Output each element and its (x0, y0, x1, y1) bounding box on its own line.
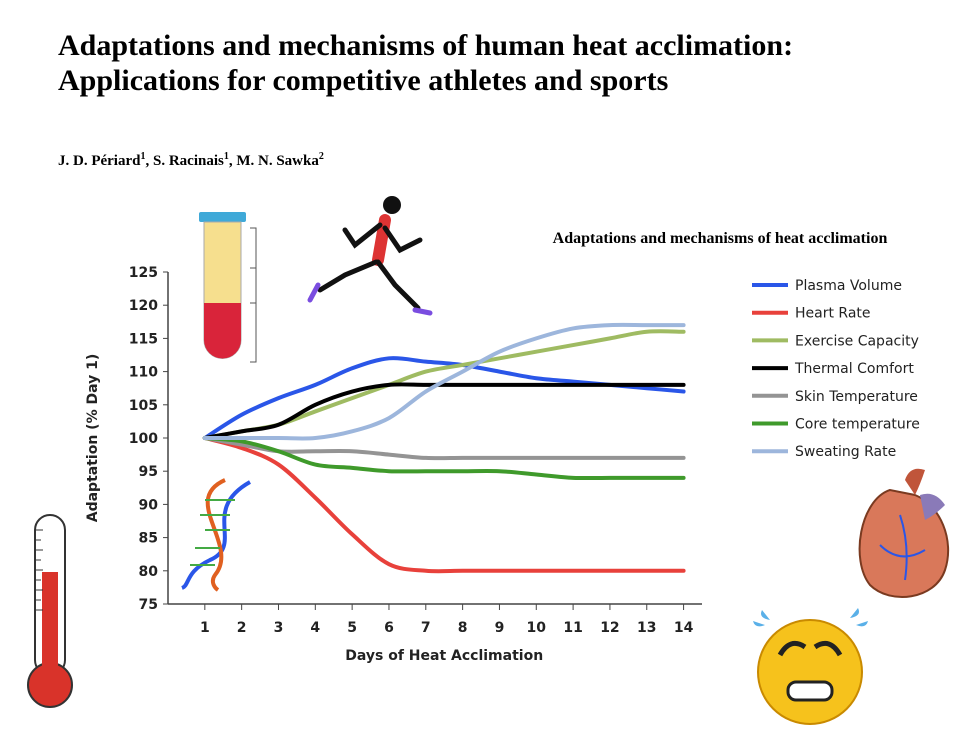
author-sep: , (229, 153, 233, 169)
x-tick-label: 7 (421, 620, 431, 636)
x-tick-label: 3 (274, 620, 284, 636)
data-line (202, 382, 686, 440)
author-name: M. N. Sawka (236, 153, 319, 169)
legend-label: Exercise Capacity (795, 333, 919, 349)
author-name: S. Racinais (153, 153, 224, 169)
x-tick-label: 4 (310, 620, 320, 636)
x-tick-label: 6 (384, 620, 394, 636)
thermometer (27, 514, 73, 708)
author-affil: 1 (140, 151, 145, 162)
author-affil: 2 (319, 151, 324, 162)
legend-label: Thermal Comfort (794, 361, 914, 377)
y-tick-label: 90 (139, 497, 159, 513)
title-line: Applications for competitive athletes an… (58, 64, 668, 97)
authors: J. D. Périard1, S. Racinais1, M. N. Sawk… (58, 151, 324, 169)
x-tick-label: 11 (563, 620, 582, 636)
y-tick-label: 85 (139, 531, 158, 547)
data-line (202, 436, 686, 574)
x-tick-label: 5 (347, 620, 357, 636)
author-name: J. D. Périard (58, 153, 141, 169)
x-tick-label: 13 (637, 620, 656, 636)
y-axis-label: Adaptation (% Day 1) (85, 354, 101, 523)
y-tick-label: 120 (129, 298, 158, 314)
x-tick-label: 12 (600, 620, 619, 636)
worried-emoji (753, 608, 868, 725)
test-tube (199, 212, 257, 363)
y-tick-label: 80 (139, 564, 159, 580)
data-line (202, 436, 686, 461)
y-tick-label: 105 (129, 398, 158, 414)
y-tick-label: 95 (139, 464, 158, 480)
y-tick-label: 75 (139, 597, 158, 613)
y-tick-label: 100 (129, 431, 158, 447)
legend-label: Heart Rate (795, 306, 871, 322)
dna (180, 478, 251, 592)
x-tick-label: 1 (200, 620, 210, 636)
x-tick-label: 9 (495, 620, 505, 636)
x-tick-label: 10 (527, 620, 547, 636)
legend-label: Skin Temperature (795, 389, 918, 405)
title-line: Adaptations and mechanisms of human heat… (58, 29, 793, 62)
y-tick-label: 115 (129, 331, 158, 347)
x-tick-label: 8 (458, 620, 468, 636)
data-line (202, 322, 686, 441)
y-tick-label: 110 (129, 365, 158, 381)
x-tick-label: 14 (674, 620, 694, 636)
author-affil: 1 (224, 151, 229, 162)
legend-label: Core temperature (795, 417, 920, 433)
x-axis-label: Days of Heat Acclimation (345, 648, 543, 664)
heart (858, 468, 950, 598)
y-tick-label: 125 (129, 265, 158, 281)
runner (307, 196, 433, 316)
legend-label: Sweating Rate (795, 444, 896, 460)
data-line (202, 436, 686, 481)
author-sep: , (145, 153, 149, 169)
legend-label: Plasma Volume (795, 278, 902, 294)
x-tick-label: 2 (237, 620, 247, 636)
chart-title: Adaptations and mechanisms of heat accli… (553, 230, 888, 247)
